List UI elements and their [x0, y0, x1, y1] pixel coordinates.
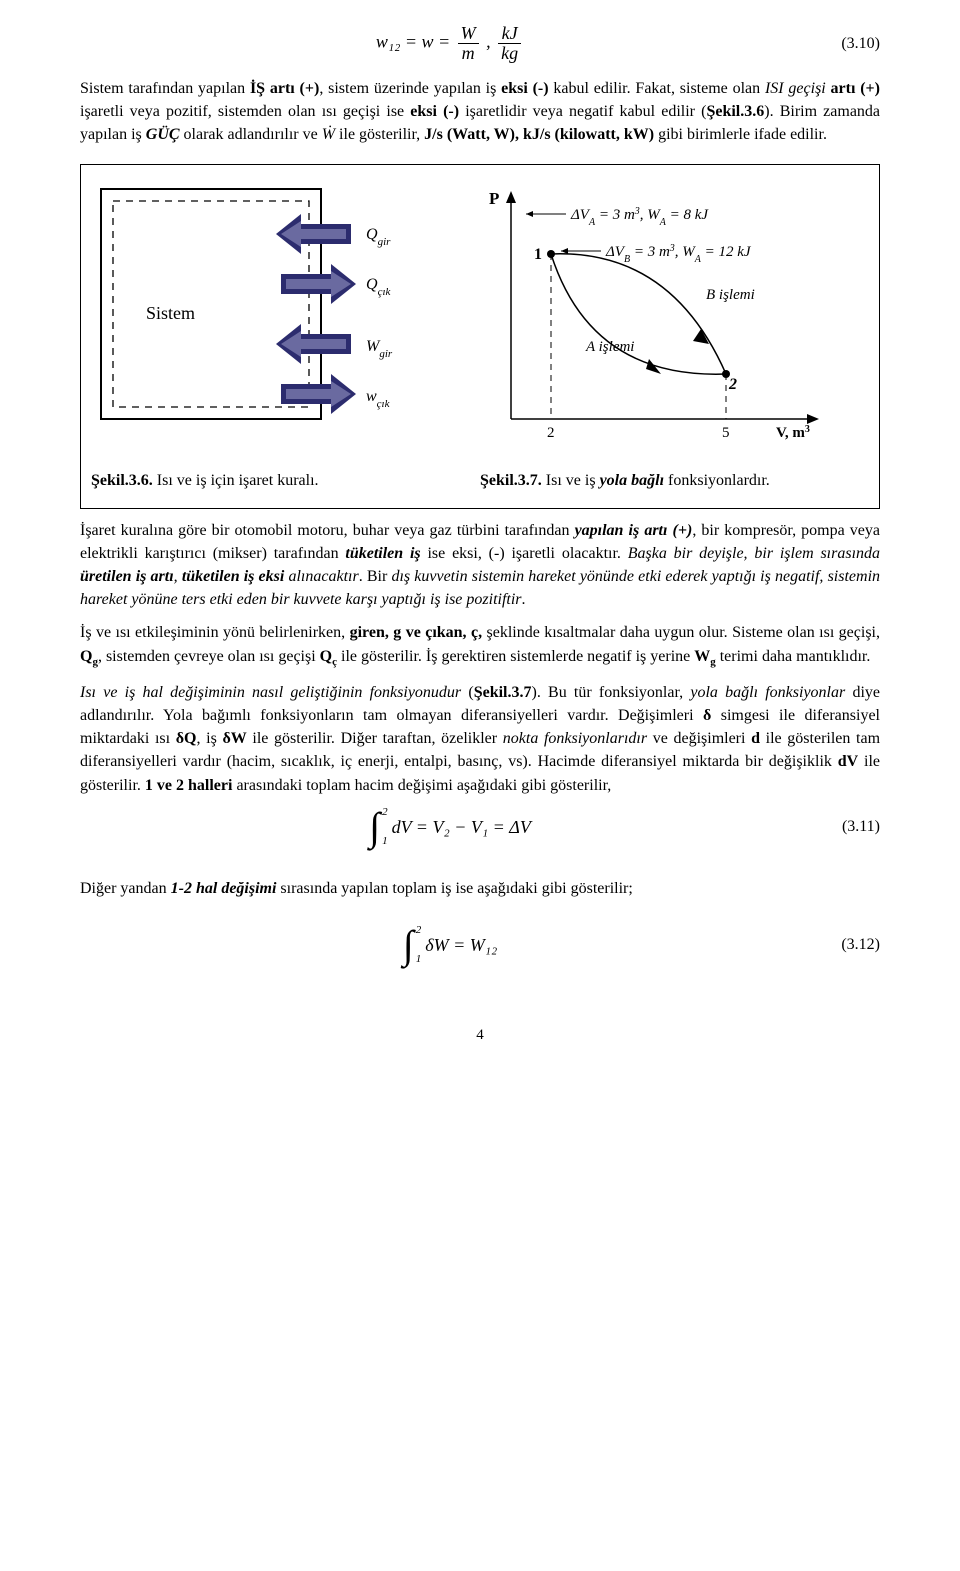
arrow-q-gir	[276, 214, 351, 254]
equation-3-10: w₁₂ = w = Wm , kJkg (3.10)	[80, 24, 880, 63]
point-2: 2	[728, 376, 737, 393]
eq311-number: (3.11)	[820, 815, 880, 838]
sistem-label: Sistem	[146, 303, 195, 323]
label-q-cik: Qçık	[366, 276, 392, 298]
label-w-gir: Wgir	[366, 338, 393, 360]
caption-3-6: Şekil.3.6. Isı ve iş için işaret kuralı.	[91, 469, 480, 492]
xtick-2: 2	[547, 425, 555, 441]
xlabel: V, m3	[776, 424, 810, 442]
xtick-5: 5	[722, 425, 730, 441]
label-a-islemi: A işlemi	[585, 339, 634, 355]
point-1: 1	[534, 246, 542, 263]
equation-3-11: ∫ 21 dV = V₂ − V₁ = ΔV (3.11)	[80, 807, 880, 847]
label-q-gir: Qgir	[366, 226, 391, 248]
eq312-number: (3.12)	[820, 933, 880, 956]
arrow-w-cik	[281, 374, 356, 414]
eq310-number: (3.10)	[820, 32, 880, 55]
page-number: 4	[80, 1025, 880, 1047]
label-dva: ΔVA = 3 m3, WA = 8 kJ	[570, 206, 709, 228]
p-axis-label: P	[489, 189, 499, 208]
paragraph-5: Diğer yandan 1-2 hal değişimi sırasında …	[80, 877, 880, 900]
fig37-svg: P ΔVA = 3 m3, WA = 8 kJ ΔVB = 3 m3, WA =…	[471, 179, 851, 449]
figure-frame: Sistem Qgir Qçık	[80, 164, 880, 508]
equation-3-12: ∫ 21 δW = W₁₂ (3.12)	[80, 925, 880, 965]
paragraph-2: İşaret kuralına göre bir otomobil motoru…	[80, 519, 880, 612]
figure-3-6: Sistem Qgir Qçık	[91, 179, 441, 456]
caption-3-7: Şekil.3.7. Isı ve iş yola bağlı fonksiyo…	[480, 469, 869, 492]
label-b-islemi: B işlemi	[706, 287, 755, 303]
paragraph-1: Sistem tarafından yapılan İŞ artı (+), s…	[80, 77, 880, 147]
label-dvb: ΔVB = 3 m3, WA = 12 kJ	[605, 243, 752, 265]
arrow-w-gir	[276, 324, 351, 364]
paragraph-3: İş ve ısı etkileşiminin yönü belirlenirk…	[80, 621, 880, 670]
figure-3-7: P ΔVA = 3 m3, WA = 8 kJ ΔVB = 3 m3, WA =…	[471, 179, 851, 456]
fig36-svg: Sistem Qgir Qçık	[91, 179, 441, 449]
equation-3-10-body: w₁₂ = w = Wm , kJkg	[80, 24, 820, 63]
eq310-lhs: w₁₂ = w =	[376, 32, 450, 52]
paragraph-4: Isı ve iş hal değişiminin nasıl geliştiğ…	[80, 681, 880, 797]
label-w-cik: wçık	[366, 388, 391, 410]
arrow-q-cik	[281, 264, 356, 304]
